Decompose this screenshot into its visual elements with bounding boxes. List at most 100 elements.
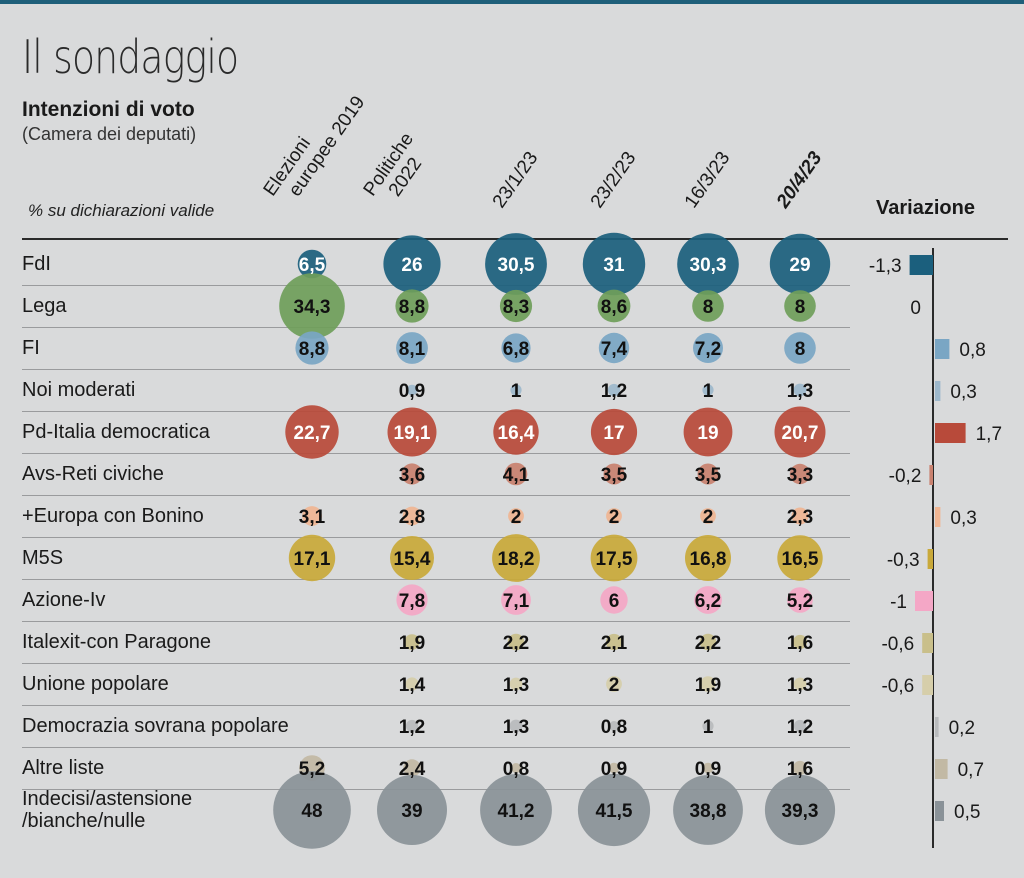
bubble xyxy=(299,755,325,781)
bubble-value-label: 2,4 xyxy=(399,759,426,780)
column-header-line: 20/4/23 xyxy=(772,148,827,212)
bubble xyxy=(693,333,723,363)
bubble xyxy=(285,405,339,459)
party-label: Altre liste xyxy=(22,757,104,779)
bubble xyxy=(774,406,826,458)
bubble xyxy=(395,289,429,323)
party-label-line: Pd-Italia democratica xyxy=(22,421,210,443)
bubble xyxy=(504,462,528,486)
row-divider xyxy=(22,411,850,412)
bubble-value-label: 8 xyxy=(703,297,714,318)
bubble-value-label: 7,1 xyxy=(503,591,530,612)
bubble-value-label: 2,2 xyxy=(503,633,529,654)
row-divider xyxy=(22,579,850,580)
bubble xyxy=(492,534,540,582)
bubble xyxy=(702,384,714,396)
column-header: 20/4/23 xyxy=(773,148,827,212)
variation-value-label: 0,3 xyxy=(950,508,976,529)
bubble xyxy=(390,536,434,580)
variation-value-label: -0,2 xyxy=(889,466,922,487)
bubble-value-label: 18,2 xyxy=(498,549,535,570)
bubble xyxy=(793,383,807,397)
bubble xyxy=(792,760,808,776)
bubble xyxy=(273,771,351,849)
party-label: Indecisi/astensione/bianche/nulle xyxy=(22,788,192,832)
row-divider xyxy=(22,663,850,664)
bubble-value-label: 1,9 xyxy=(399,633,425,654)
variation-bar xyxy=(909,255,933,275)
bubble-value-label: 8,3 xyxy=(503,297,529,318)
bubble xyxy=(297,249,327,279)
party-label-line: Noi moderati xyxy=(22,379,136,401)
party-label-line: Azione-Iv xyxy=(22,589,106,611)
unit-label: % su dichiarazioni valide xyxy=(28,201,215,220)
bubble-value-label: 1 xyxy=(703,381,714,402)
variation-value-label: -0,3 xyxy=(887,550,920,571)
party-label: Noi moderati xyxy=(22,379,135,401)
bubble-value-label: 1,2 xyxy=(601,381,627,402)
party-label: Italexit-con Paragone xyxy=(22,631,211,653)
bubble xyxy=(606,676,622,692)
bubble-value-label: 0,9 xyxy=(695,759,721,780)
bubble xyxy=(685,535,731,581)
bubble xyxy=(501,333,531,363)
bubble xyxy=(784,332,816,364)
bubble-value-label: 1,2 xyxy=(399,717,425,738)
bubble xyxy=(406,384,418,396)
variation-value-label: -1 xyxy=(890,592,907,613)
bubble-value-label: 1,6 xyxy=(787,759,813,780)
bubble-value-label: 5,2 xyxy=(787,591,813,612)
bubble xyxy=(501,585,531,615)
chart-subnote: (Camera dei deputati) xyxy=(22,124,197,144)
bubble xyxy=(396,584,428,616)
row-divider xyxy=(22,705,850,706)
row-divider xyxy=(22,621,850,622)
bubble xyxy=(791,507,809,525)
party-label: FI xyxy=(22,337,40,359)
bubble xyxy=(764,774,836,846)
party-label: FdI xyxy=(22,253,51,275)
bubble xyxy=(792,634,808,650)
bubble xyxy=(607,383,621,397)
variation-bar xyxy=(935,381,941,401)
bubble-value-label: 5,2 xyxy=(299,759,325,780)
bubble-value-label: 8,8 xyxy=(299,339,325,360)
bubble xyxy=(493,409,539,455)
column-header: 16/3/23 xyxy=(681,148,735,212)
bubble xyxy=(598,332,630,364)
party-label: Azione-Iv xyxy=(22,589,105,611)
bubble-value-label: 0,8 xyxy=(601,717,627,738)
variation-bar xyxy=(935,759,948,779)
bubble xyxy=(697,463,719,485)
variation-axis xyxy=(932,248,934,848)
bubble xyxy=(793,677,807,691)
bubble-value-label: 4,1 xyxy=(503,465,530,486)
bubble xyxy=(295,331,329,365)
bubble-value-label: 31 xyxy=(603,255,625,276)
bubble-value-label: 1,3 xyxy=(787,381,813,402)
bubble xyxy=(590,408,638,456)
party-label: Lega xyxy=(22,295,67,317)
bubble-value-label: 6,8 xyxy=(503,339,529,360)
party-label-line: Unione popolare xyxy=(22,673,169,695)
bubble xyxy=(694,586,722,614)
bubble-value-label: 30,5 xyxy=(498,255,535,276)
bubble-value-label: 39,3 xyxy=(782,801,819,822)
party-label-line: Italexit-con Paragone xyxy=(22,631,212,653)
bubble xyxy=(789,463,811,485)
bubble xyxy=(510,384,522,396)
bubble-value-label: 26 xyxy=(401,255,422,276)
bubble xyxy=(405,719,419,733)
page-title: Il sondaggio xyxy=(22,30,239,84)
chart-subtitle: Intenzioni di voto xyxy=(22,98,195,121)
bubble xyxy=(509,719,523,733)
bubble-value-label: 16,5 xyxy=(782,549,819,570)
variation-bar xyxy=(935,801,944,821)
bubble-value-label: 22,7 xyxy=(294,423,331,444)
bubble xyxy=(597,289,631,323)
bubble xyxy=(508,508,524,524)
bubble-value-label: 0,8 xyxy=(503,759,529,780)
variation-bar xyxy=(935,339,950,359)
variation-bar xyxy=(915,591,933,611)
bubble xyxy=(396,332,428,364)
